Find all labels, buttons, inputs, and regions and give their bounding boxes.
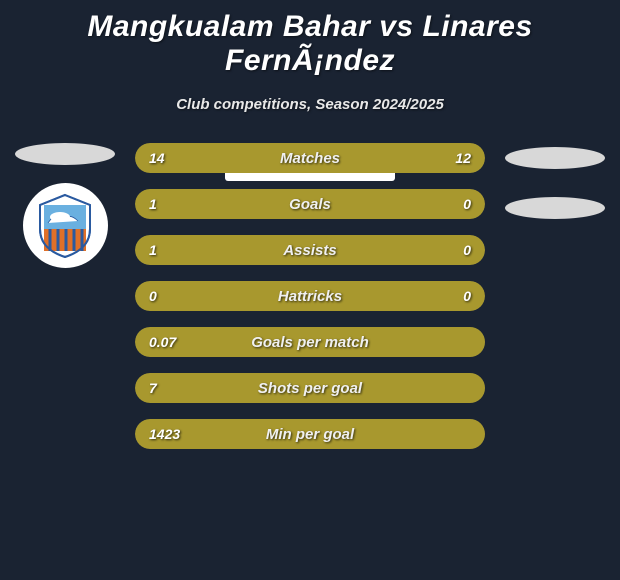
stat-row: 10Assists: [135, 235, 485, 265]
stat-row: 00Hattricks: [135, 281, 485, 311]
stat-row: 10Goals: [135, 189, 485, 219]
stat-label: Hattricks: [135, 281, 485, 311]
right-player-col: [500, 143, 610, 219]
club-badge-left: [23, 183, 108, 268]
subtitle: Club competitions, Season 2024/2025: [0, 96, 620, 113]
stat-row: 7Shots per goal: [135, 373, 485, 403]
player-right-silhouette-1: [505, 147, 605, 169]
player-right-silhouette-2: [505, 197, 605, 219]
stat-row: 0.07Goals per match: [135, 327, 485, 357]
left-player-col: [10, 143, 120, 268]
stat-label: Matches: [135, 143, 485, 173]
player-left-silhouette: [15, 143, 115, 165]
club-crest-icon: [30, 191, 100, 261]
stat-bars: 1412Matches 10Goals 10Assists 00Hattricks 0.…: [135, 143, 485, 465]
page-title: Mangkualam Bahar vs Linares FernÃ¡ndez: [0, 0, 620, 78]
stat-row: 1423Min per goal: [135, 419, 485, 449]
stat-label: Min per goal: [135, 419, 485, 449]
stat-label: Assists: [135, 235, 485, 265]
stat-label: Goals per match: [135, 327, 485, 357]
stat-label: Goals: [135, 189, 485, 219]
stat-label: Shots per goal: [135, 373, 485, 403]
stat-row: 1412Matches: [135, 143, 485, 173]
